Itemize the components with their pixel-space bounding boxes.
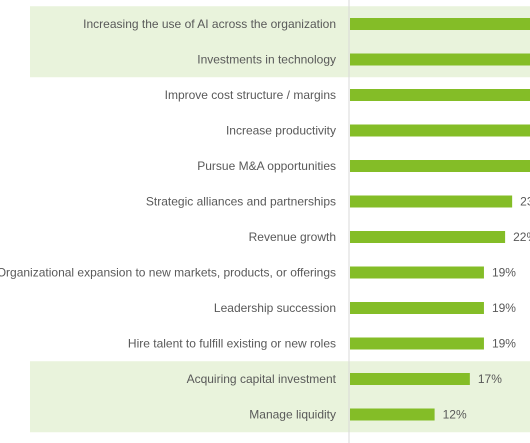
bar bbox=[350, 53, 530, 66]
category-label: Revenue growth bbox=[249, 230, 336, 244]
bar bbox=[350, 231, 506, 243]
bar bbox=[350, 266, 484, 279]
bar bbox=[350, 160, 530, 172]
category-label: Organizational expansion to new markets,… bbox=[0, 266, 336, 280]
bar bbox=[350, 124, 530, 137]
bar bbox=[350, 302, 484, 314]
data-label: 19% bbox=[492, 266, 516, 280]
bars bbox=[350, 18, 530, 421]
category-label: Pursue M&A opportunities bbox=[197, 159, 336, 173]
category-label: Increasing the use of AI across the orga… bbox=[83, 17, 336, 31]
bar bbox=[350, 337, 484, 350]
category-label: Acquiring capital investment bbox=[187, 372, 337, 386]
category-label: Strategic alliances and partnerships bbox=[146, 195, 336, 209]
bar bbox=[350, 18, 530, 30]
data-label: 22% bbox=[513, 230, 530, 244]
bar bbox=[350, 195, 513, 208]
bar bbox=[350, 89, 530, 101]
data-label: 17% bbox=[478, 372, 502, 386]
category-label: Increase productivity bbox=[226, 124, 336, 138]
category-label: Hire talent to fulfill existing or new r… bbox=[128, 337, 336, 351]
bar bbox=[350, 408, 435, 421]
data-label: 23% bbox=[520, 195, 530, 209]
data-labels: 23% 22% 19% 19% 19% 17% 12% bbox=[443, 195, 530, 422]
data-label: 12% bbox=[443, 408, 467, 422]
category-labels: Increasing the use of AI across the orga… bbox=[0, 17, 337, 422]
category-label: Leadership succession bbox=[214, 301, 336, 315]
category-label: Manage liquidity bbox=[249, 408, 336, 422]
data-label: 19% bbox=[492, 337, 516, 351]
data-label: 19% bbox=[492, 301, 516, 315]
bar bbox=[350, 373, 470, 385]
category-label: Improve cost structure / margins bbox=[165, 88, 336, 102]
highlight-bands bbox=[30, 6, 530, 433]
category-label: Investments in technology bbox=[197, 53, 336, 67]
